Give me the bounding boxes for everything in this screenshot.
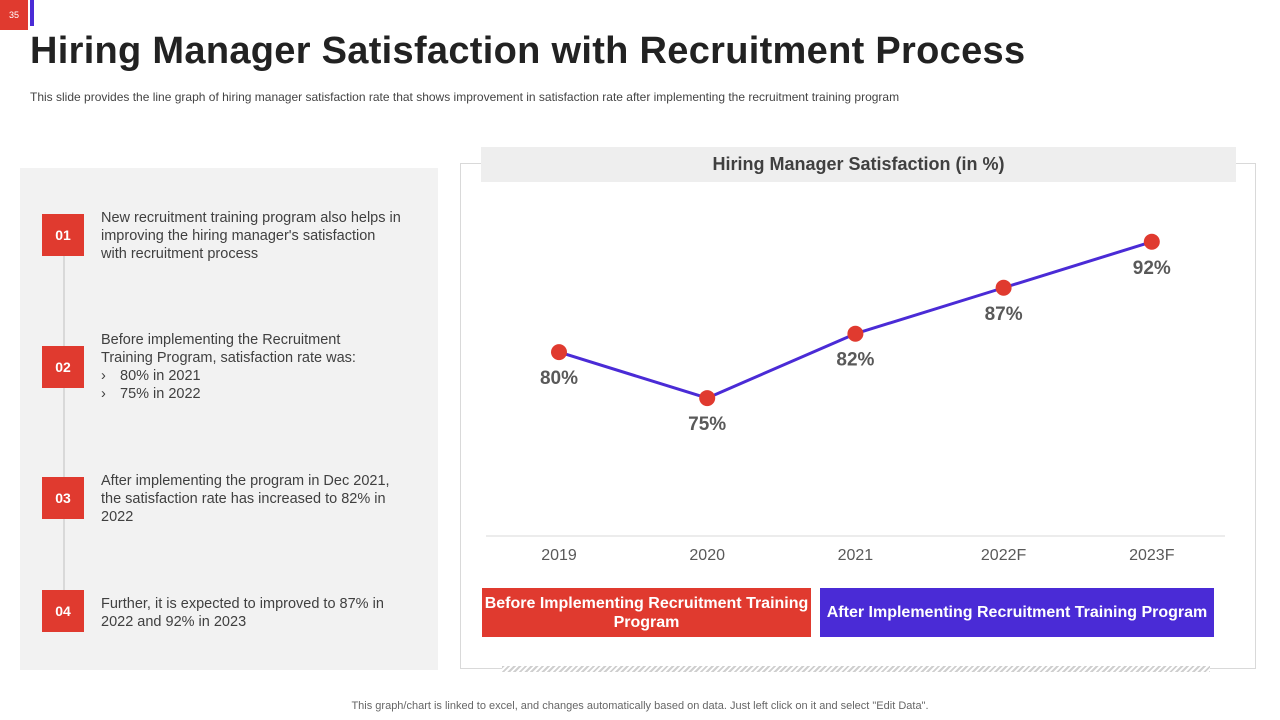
step-badge-02: 02 [42, 346, 84, 388]
slide-accent-bar [30, 0, 34, 26]
legend-before-training: Before Implementing Recruitment Training… [482, 588, 811, 637]
page-title: Hiring Manager Satisfaction with Recruit… [30, 30, 1026, 72]
data-point [995, 279, 1012, 296]
decorative-hatch-strip [502, 666, 1210, 672]
x-tick-label: 2022F [981, 547, 1027, 564]
step-02-bullet: 80% in 2021 [101, 367, 391, 385]
step-text-03: After implementing the program in Dec 20… [101, 473, 390, 525]
step-badge-03: 03 [42, 477, 84, 519]
chart-frame [460, 163, 1256, 669]
footer-note: This graph/chart is linked to excel, and… [351, 700, 929, 712]
x-tick-label: 2019 [541, 547, 577, 564]
timeline-line [63, 235, 65, 610]
step-badge-04: 04 [42, 590, 84, 632]
data-label: 75% [688, 414, 726, 435]
data-point [1143, 233, 1160, 250]
step-text-04: Further, it is expected to improved to 8… [101, 596, 384, 630]
x-tick-label: 2023F [1129, 547, 1175, 564]
x-tick-label: 2021 [838, 547, 874, 564]
step-badge-01: 01 [42, 214, 84, 256]
series-line [558, 240, 1153, 400]
data-label: 82% [836, 350, 874, 371]
data-point [847, 325, 864, 342]
legend-after-training: After Implementing Recruitment Training … [820, 588, 1214, 637]
step-02-bullet: 75% in 2022 [101, 385, 391, 403]
step-text-02: Before implementing the Recruitment Trai… [101, 331, 391, 403]
data-label: 87% [985, 304, 1023, 325]
data-point [551, 344, 567, 361]
data-label: 92% [1133, 258, 1171, 279]
x-tick-label: 2020 [689, 547, 725, 564]
page-subtitle: This slide provides the line graph of hi… [30, 90, 900, 104]
chart-title: Hiring Manager Satisfaction (in %) [481, 147, 1236, 182]
slide-number: 35 [0, 0, 28, 30]
steps-panel [20, 168, 438, 670]
step-text-01: New recruitment training program also he… [101, 210, 401, 262]
step-text-02-intro: Before implementing the Recruitment Trai… [101, 332, 356, 366]
data-point [699, 390, 716, 407]
data-label: 80% [540, 368, 578, 389]
